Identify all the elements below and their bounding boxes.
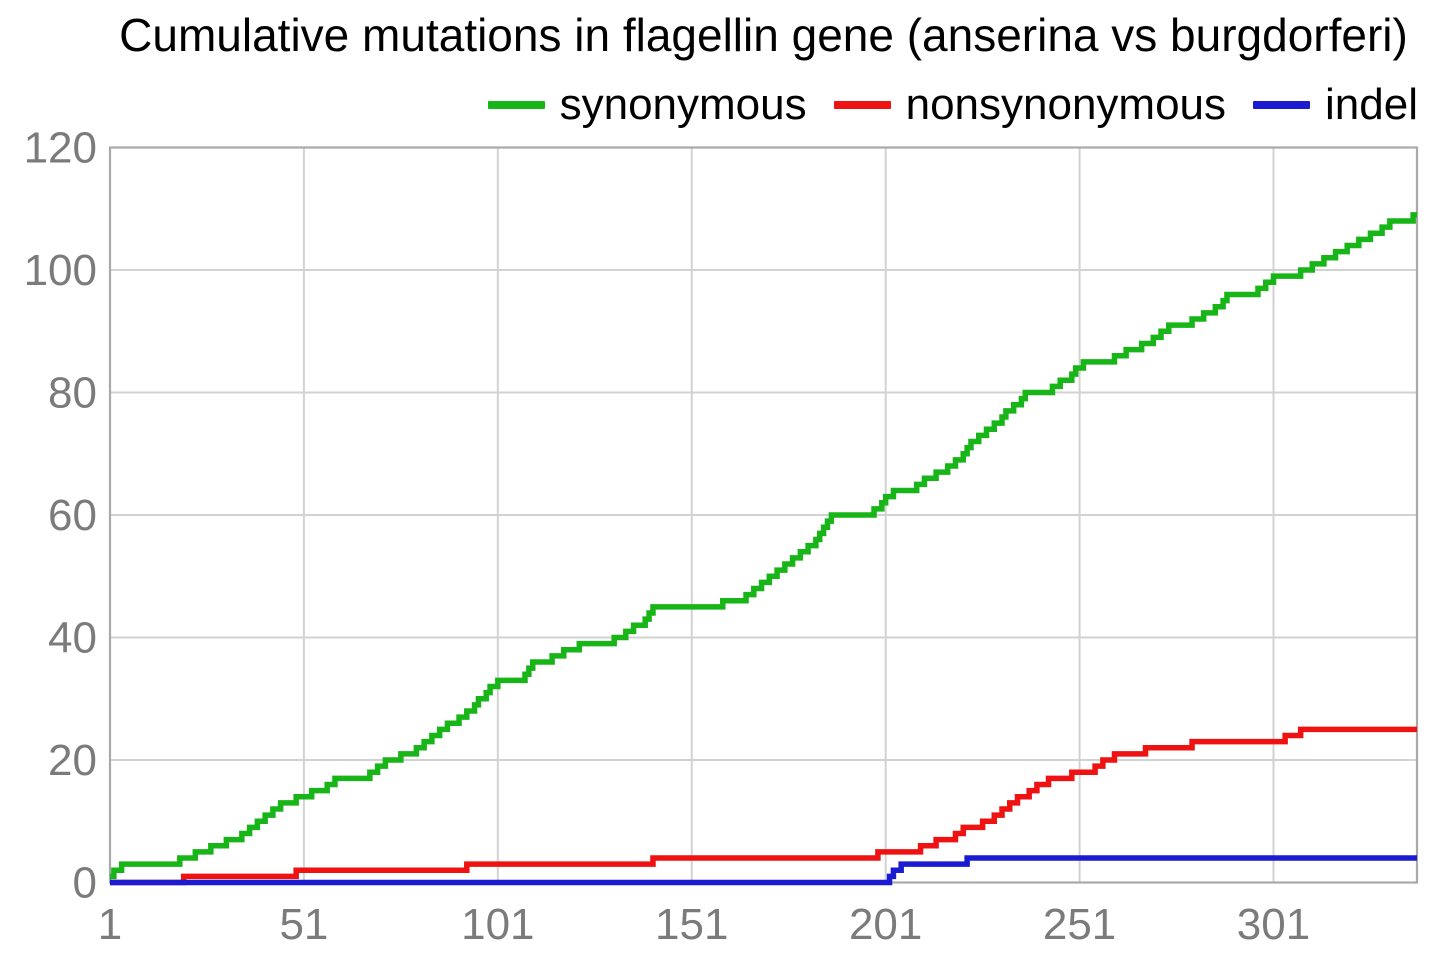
series-line-nonsynonymous	[110, 726, 1417, 886]
chart-title: Cumulative mutations in flagellin gene (…	[119, 9, 1408, 61]
series-line-indel	[110, 855, 1417, 886]
series-line-synonymous	[110, 212, 1417, 880]
synonymous-line-swatch-icon	[487, 101, 545, 109]
legend-item-indel: indel	[1253, 83, 1418, 127]
y-tick-label: 20	[48, 736, 97, 785]
legend-item-nonsynonymous: nonsynonymous	[833, 80, 1227, 129]
x-tick-label: 101	[461, 900, 534, 949]
x-tick-label: 201	[849, 900, 922, 949]
legend-item-synonymous: synonymous	[487, 80, 807, 129]
y-tick-label: 100	[24, 246, 97, 295]
y-tick-label: 0	[73, 859, 97, 908]
legend: synonymous nonsynonymous indel	[487, 80, 1418, 129]
indel-line-swatch-icon	[1253, 101, 1311, 109]
x-tick-label: 301	[1237, 900, 1310, 949]
y-tick-label: 40	[48, 614, 97, 663]
y-tick-label: 60	[48, 491, 97, 540]
x-tick-label: 151	[655, 900, 728, 949]
x-tick-label: 51	[279, 900, 328, 949]
x-tick-label: 251	[1043, 900, 1116, 949]
y-tick-label: 80	[48, 369, 97, 418]
legend-label-synonymous: synonymous	[559, 80, 807, 129]
legend-label-nonsynonymous: nonsynonymous	[905, 80, 1227, 129]
x-tick-label: 1	[98, 900, 122, 949]
legend-label-indel: indel	[1325, 80, 1418, 129]
nonsynonymous-line-swatch-icon	[833, 101, 891, 109]
y-tick-label: 120	[24, 124, 97, 173]
